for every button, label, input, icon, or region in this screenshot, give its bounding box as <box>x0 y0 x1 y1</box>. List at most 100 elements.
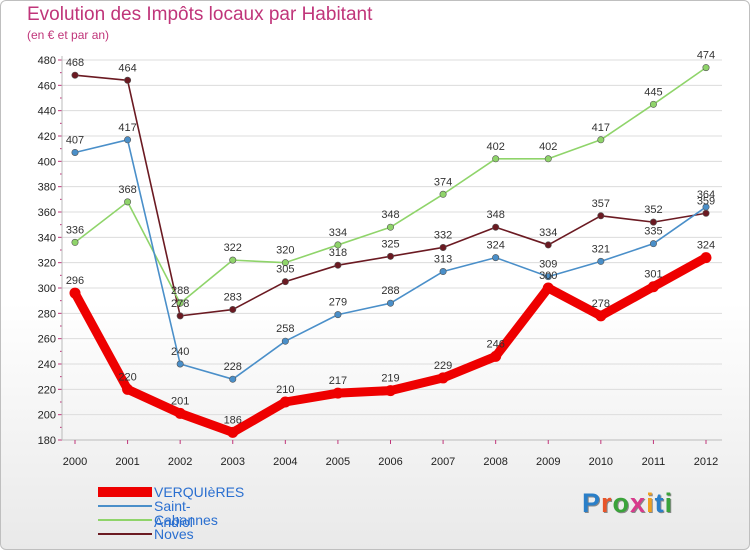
data-point-noves <box>176 312 184 320</box>
data-point-noves <box>334 261 342 269</box>
data-point-saint-andiol <box>649 240 657 248</box>
x-tick-label: 2006 <box>378 456 402 468</box>
data-point-verqui-res <box>385 385 396 397</box>
data-label-saint-andiol: 258 <box>276 323 294 335</box>
logo-letter: o <box>612 488 631 518</box>
data-point-saint-andiol <box>71 148 79 156</box>
y-tick-label: 480 <box>38 55 56 67</box>
y-tick-label: 240 <box>38 359 56 371</box>
data-point-noves <box>702 209 710 217</box>
data-point-verqui-res <box>542 282 554 294</box>
data-label-cabannes: 445 <box>644 86 662 98</box>
data-point-noves <box>649 218 657 226</box>
y-tick-label: 400 <box>38 156 56 168</box>
data-label-cabannes: 474 <box>697 50 715 62</box>
logo-letter: r <box>601 488 613 518</box>
data-point-cabannes <box>597 136 605 144</box>
data-label-saint-andiol: 324 <box>486 240 504 252</box>
data-label-noves: 305 <box>276 264 294 276</box>
data-label-verqui-res: 201 <box>171 395 189 407</box>
y-tick-label: 420 <box>38 131 56 143</box>
data-point-cabannes <box>492 155 500 163</box>
data-label-cabannes: 348 <box>381 209 399 221</box>
logo-letter: P <box>582 488 602 518</box>
data-label-verqui-res: 186 <box>224 414 242 426</box>
data-label-verqui-res: 300 <box>539 270 557 282</box>
data-point-noves <box>597 212 605 220</box>
data-label-cabannes: 288 <box>171 285 189 297</box>
data-label-cabannes: 417 <box>592 122 610 134</box>
data-point-verqui-res <box>279 396 291 408</box>
data-label-saint-andiol: 417 <box>118 122 136 134</box>
axis-layer: 180 200 220 240 260 280 300 320 340 360 380 400 420 4… <box>38 55 722 468</box>
data-point-noves <box>124 76 132 84</box>
legend-swatch <box>98 505 152 507</box>
logo-letter: t <box>654 488 665 518</box>
data-label-cabannes: 402 <box>486 141 504 153</box>
x-tick-label: 2011 <box>642 456 666 468</box>
logo-letter: i <box>646 488 655 518</box>
y-tick-label: 380 <box>38 182 56 194</box>
data-label-cabannes: 322 <box>224 242 242 254</box>
data-label-verqui-res: 229 <box>434 360 452 372</box>
x-tick-label: 2000 <box>63 456 87 468</box>
legend-label: Noves <box>154 526 194 542</box>
data-point-cabannes <box>71 238 79 246</box>
data-point-verqui-res <box>700 252 712 264</box>
data-point-cabannes <box>386 223 394 231</box>
data-point-verqui-res <box>595 310 607 322</box>
legend-label: Saint-Andiol <box>154 498 193 530</box>
y-tick-label: 360 <box>38 207 56 219</box>
data-point-noves <box>71 71 79 79</box>
data-point-verqui-res <box>332 387 344 399</box>
data-point-saint-andiol <box>544 273 552 281</box>
x-tick-label: 2008 <box>483 456 507 468</box>
y-tick-label: 340 <box>38 232 56 244</box>
y-tick-label: 260 <box>38 334 56 346</box>
data-point-verqui-res <box>227 426 239 438</box>
data-label-saint-andiol: 364 <box>697 189 715 201</box>
data-point-verqui-res <box>647 281 659 293</box>
x-tick-label: 2002 <box>168 456 192 468</box>
data-label-verqui-res: 219 <box>381 373 399 385</box>
chart-title: Evolution des Impôts locaux par Habitant <box>27 4 373 25</box>
data-label-saint-andiol: 313 <box>434 254 452 266</box>
data-point-cabannes <box>176 299 184 307</box>
data-label-saint-andiol: 240 <box>171 346 189 358</box>
label-layer: 468 4642782833053183253323483343573523593… <box>66 50 715 427</box>
data-label-noves: 318 <box>329 247 347 259</box>
data-label-noves: 334 <box>539 227 557 239</box>
data-label-cabannes: 334 <box>329 227 347 239</box>
data-label-verqui-res: 210 <box>276 384 294 396</box>
data-point-cabannes <box>439 190 447 198</box>
data-label-cabannes: 402 <box>539 141 557 153</box>
data-point-verqui-res <box>174 407 186 419</box>
data-label-saint-andiol: 309 <box>539 259 557 271</box>
data-label-noves: 352 <box>644 204 662 216</box>
data-point-verqui-res <box>122 383 134 395</box>
data-label-noves: 278 <box>171 298 189 310</box>
x-tick-label: 2010 <box>589 456 613 468</box>
chart-subtitle: (en € et par an) <box>27 28 110 42</box>
data-point-cabannes <box>229 256 237 264</box>
series-line-noves <box>74 74 707 317</box>
data-point-noves <box>439 243 447 251</box>
data-point-saint-andiol <box>702 203 710 211</box>
data-label-noves: 348 <box>486 209 504 221</box>
data-label-verqui-res: 278 <box>592 298 610 310</box>
legend-label: Cabannes <box>154 512 218 528</box>
legend-label: VERQUIèRES <box>154 484 245 500</box>
data-point-saint-andiol <box>597 257 605 265</box>
data-point-saint-andiol <box>439 268 447 276</box>
data-label-verqui-res: 220 <box>118 371 136 383</box>
y-tick-label: 440 <box>38 106 56 118</box>
y-tick-label: 200 <box>38 410 56 422</box>
data-point-noves <box>281 278 289 286</box>
data-label-saint-andiol: 407 <box>66 134 84 146</box>
x-tick-label: 2009 <box>536 456 560 468</box>
data-point-cabannes <box>544 155 552 163</box>
data-point-noves <box>544 241 552 249</box>
logo-letter: x <box>630 488 647 518</box>
